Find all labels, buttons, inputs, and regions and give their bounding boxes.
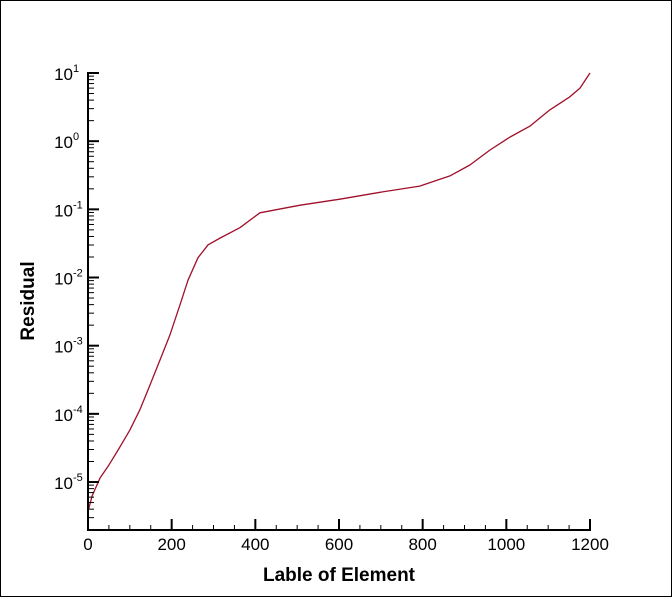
y-axis-title: Residual <box>18 261 39 340</box>
y-tick-label: 10 -4 <box>54 404 83 425</box>
svg-text:10: 10 <box>54 406 73 425</box>
x-axis-ticks: 0 200 400 600 800 1000 1200 <box>83 519 609 554</box>
svg-text:-1: -1 <box>73 199 83 211</box>
svg-text:0: 0 <box>73 131 79 143</box>
axes <box>87 72 591 531</box>
x-tick-label: 1000 <box>487 535 525 554</box>
y-tick-label: 10 -5 <box>54 472 83 493</box>
residual-line <box>87 72 591 530</box>
x-tick-label: 0 <box>83 535 92 554</box>
residual-curve <box>87 72 591 530</box>
svg-text:-3: -3 <box>73 336 83 348</box>
svg-text:10: 10 <box>54 474 73 493</box>
y-tick-label: 10 1 <box>54 63 79 84</box>
y-tick-label: 10 -3 <box>54 336 83 357</box>
svg-text:-2: -2 <box>73 268 83 280</box>
svg-text:10: 10 <box>54 201 73 220</box>
svg-text:10: 10 <box>54 338 73 357</box>
y-tick-label: 10 -1 <box>54 199 83 220</box>
x-axis-title: Lable of Element <box>263 565 416 586</box>
x-tick-label: 400 <box>241 535 269 554</box>
svg-text:10: 10 <box>54 270 73 289</box>
svg-text:-4: -4 <box>73 404 83 416</box>
x-tick-label: 1200 <box>571 535 609 554</box>
x-tick-label: 800 <box>408 535 436 554</box>
svg-text:10: 10 <box>54 133 73 152</box>
x-tick-label: 200 <box>157 535 185 554</box>
y-tick-label: 10 -2 <box>54 268 83 289</box>
svg-text:-5: -5 <box>73 472 83 484</box>
svg-text:10: 10 <box>54 65 73 84</box>
x-tick-label: 600 <box>325 535 353 554</box>
svg-text:1: 1 <box>73 63 79 75</box>
y-tick-label: 10 0 <box>54 131 79 152</box>
